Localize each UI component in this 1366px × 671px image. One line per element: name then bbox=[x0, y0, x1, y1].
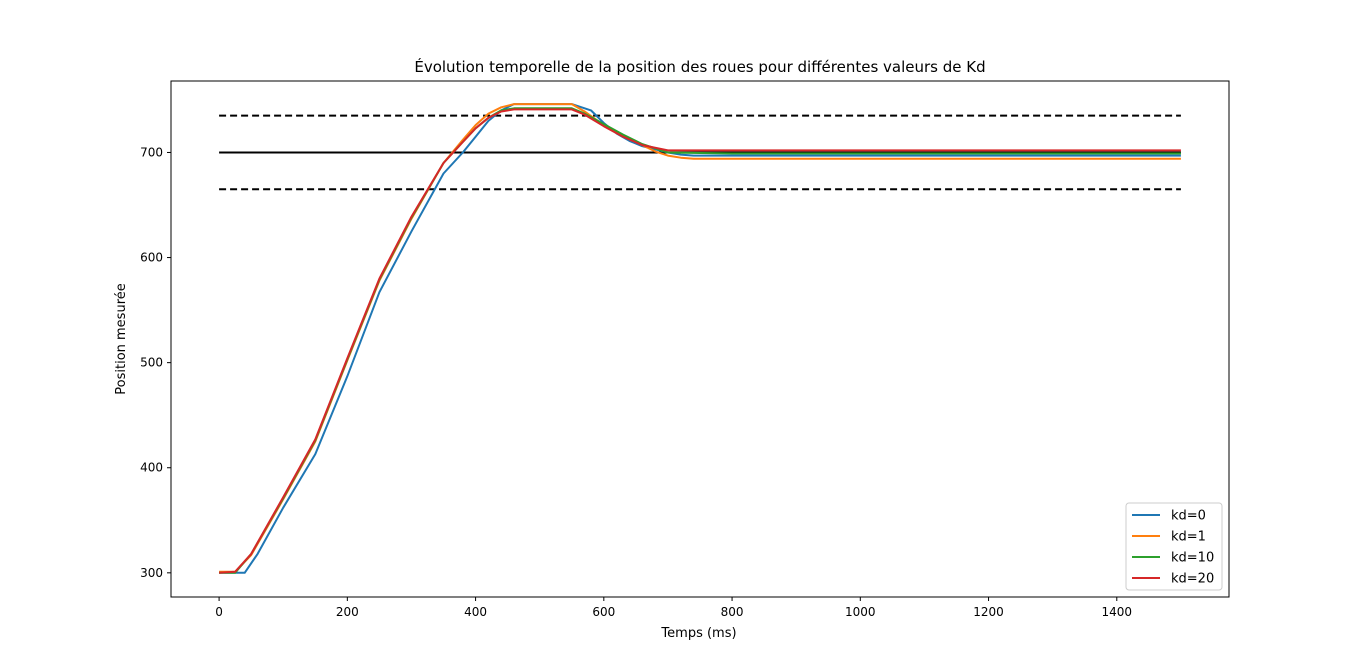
x-tick-label: 1200 bbox=[973, 605, 1004, 619]
series-line-kd=10 bbox=[219, 107, 1181, 574]
series-line-kd=1 bbox=[219, 103, 1181, 573]
chart-title: Évolution temporelle de la position des … bbox=[414, 57, 985, 76]
y-tick-label: 300 bbox=[140, 566, 163, 580]
x-tick-label: 200 bbox=[336, 605, 359, 619]
series-line-kd=20 bbox=[219, 108, 1181, 574]
plot-frame bbox=[170, 80, 1230, 598]
y-axis: 300 400 500 600 700 bbox=[140, 145, 171, 580]
legend: kd=0 kd=1 kd=10 kd=20 bbox=[1125, 502, 1223, 591]
legend-label: kd=0 bbox=[1171, 509, 1206, 524]
x-tick-label: 600 bbox=[592, 605, 615, 619]
legend-box bbox=[1125, 502, 1223, 591]
x-tick-label: 1400 bbox=[1102, 605, 1133, 619]
x-axis: 0 200 400 600 800 1000 1200 1400 bbox=[215, 597, 1132, 619]
y-tick-label: 700 bbox=[140, 145, 163, 159]
x-tick-label: 0 bbox=[215, 605, 223, 619]
x-tick-label: 800 bbox=[721, 605, 744, 619]
y-tick-label: 500 bbox=[140, 356, 163, 370]
x-tick-label: 400 bbox=[464, 605, 487, 619]
series-line-kd=0 bbox=[219, 103, 1181, 574]
legend-label: kd=20 bbox=[1171, 572, 1214, 587]
series-lines bbox=[219, 103, 1181, 574]
legend-label: kd=1 bbox=[1171, 530, 1206, 545]
y-tick-label: 600 bbox=[140, 251, 163, 265]
x-tick-label: 1000 bbox=[845, 605, 876, 619]
plot-area bbox=[219, 103, 1181, 574]
y-tick-label: 400 bbox=[140, 461, 163, 475]
y-axis-label: Position mesurée bbox=[114, 283, 129, 394]
x-axis-label: Temps (ms) bbox=[660, 626, 736, 641]
legend-label: kd=10 bbox=[1171, 551, 1214, 566]
